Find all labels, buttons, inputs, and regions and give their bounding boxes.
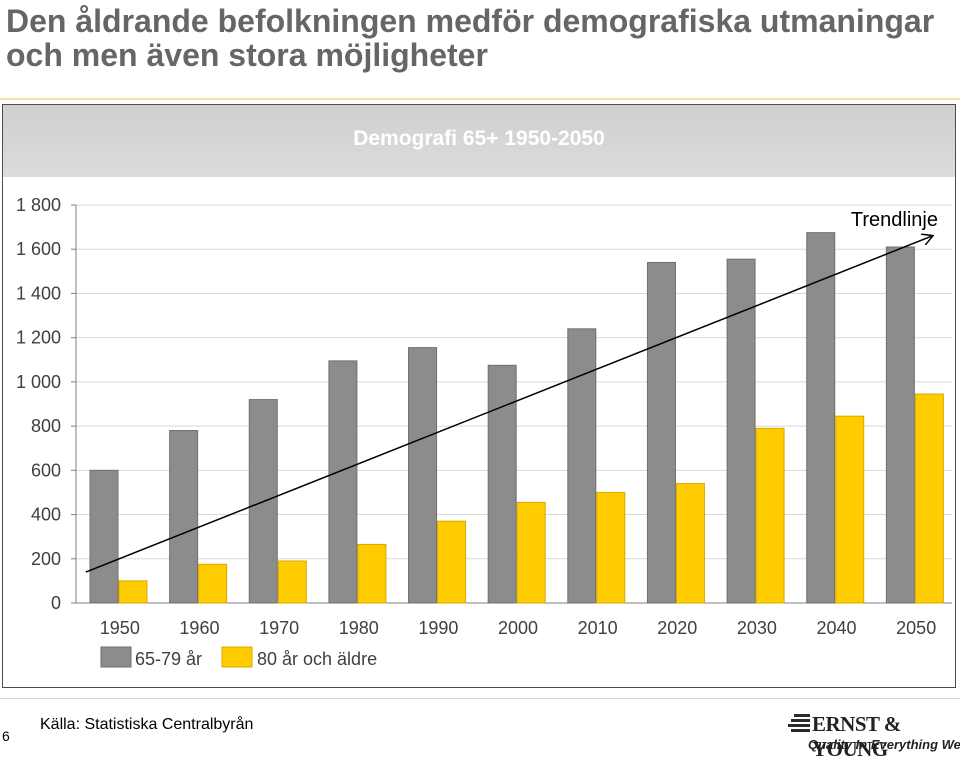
source-note: Källa: Statistiska Centralbyrån: [40, 716, 254, 733]
trend-line-arrow: [85, 236, 932, 573]
bar-80-plus: [198, 563, 228, 604]
bar-80-plus: [596, 491, 626, 604]
x-tick-label: 2030: [737, 618, 777, 638]
bar-65-79: [567, 328, 597, 604]
bar-65-79: [328, 360, 358, 604]
bar-65-79: [726, 258, 756, 604]
legend-80-plus-swatch: [221, 646, 253, 668]
y-tick-label: 400: [31, 505, 61, 525]
y-tick-label: 600: [31, 460, 61, 480]
bar-80-plus: [675, 483, 705, 604]
x-tick-label: 1950: [100, 618, 140, 638]
x-tick-label: 1980: [339, 618, 379, 638]
chart-title: Demografi 65+ 1950-2050: [353, 127, 605, 150]
bar-chart: 0 200 400 600 800 1 000 1 200 1 400 1 600 1 800 19…: [16, 195, 952, 669]
trend-line-label: Trendlinje: [851, 209, 938, 231]
x-tick-label: 1990: [418, 618, 458, 638]
x-tick-label: 1970: [259, 618, 299, 638]
y-tick-label: 1 400: [16, 283, 61, 303]
x-tick-label: 2020: [657, 618, 697, 638]
y-tick-label: 800: [31, 416, 61, 436]
bar-80-plus: [437, 520, 467, 604]
bar-80-plus: [755, 427, 785, 604]
y-tick-label: 1 800: [16, 195, 61, 215]
y-tick-label: 1 600: [16, 239, 61, 259]
y-tick-label: 1 000: [16, 372, 61, 392]
y-tick-label: 0: [51, 593, 61, 613]
slide-title: Den åldrande befolkningen medför demogra…: [6, 3, 935, 73]
logo-tagline: Quality In Everything We Do: [808, 737, 960, 752]
legend-65-79-swatch: [100, 646, 132, 668]
x-tick-label: 2050: [896, 618, 936, 638]
x-tick-label: 2010: [578, 618, 618, 638]
bar-65-79: [487, 364, 517, 604]
footer-divider: [0, 698, 960, 699]
page-number: 6: [2, 728, 10, 744]
bar-65-79: [806, 232, 836, 604]
x-tick-label: 1960: [179, 618, 219, 638]
bar-80-plus: [118, 580, 148, 604]
bar-80-plus: [835, 415, 865, 604]
bar-65-79: [89, 469, 119, 604]
legend-80-plus-label: 80 år och äldre: [257, 649, 377, 669]
y-tick-label: 1 200: [16, 328, 61, 348]
bar-80-plus: [357, 543, 387, 604]
bar-80-plus: [516, 501, 546, 604]
chart-header-band: Demografi 65+ 1950-2050: [3, 105, 955, 177]
bar-65-79: [646, 261, 676, 604]
title-divider: [0, 98, 960, 100]
bar-65-79: [885, 246, 915, 604]
bar-65-79: [408, 347, 438, 604]
legend-65-79-label: 65-79 år: [135, 649, 202, 669]
bar-65-79: [169, 430, 199, 604]
x-tick-label: 2040: [817, 618, 857, 638]
logo-mark-icon: [788, 714, 810, 732]
ernst-young-logo: ERNST & YOUNG Quality In Everything We D…: [784, 712, 960, 761]
x-tick-label: 2000: [498, 618, 538, 638]
bar-80-plus: [277, 560, 307, 604]
y-tick-label: 200: [31, 549, 61, 569]
chart-frame: Demografi 65+ 1950-2050: [2, 104, 956, 688]
bar-80-plus: [914, 393, 944, 604]
